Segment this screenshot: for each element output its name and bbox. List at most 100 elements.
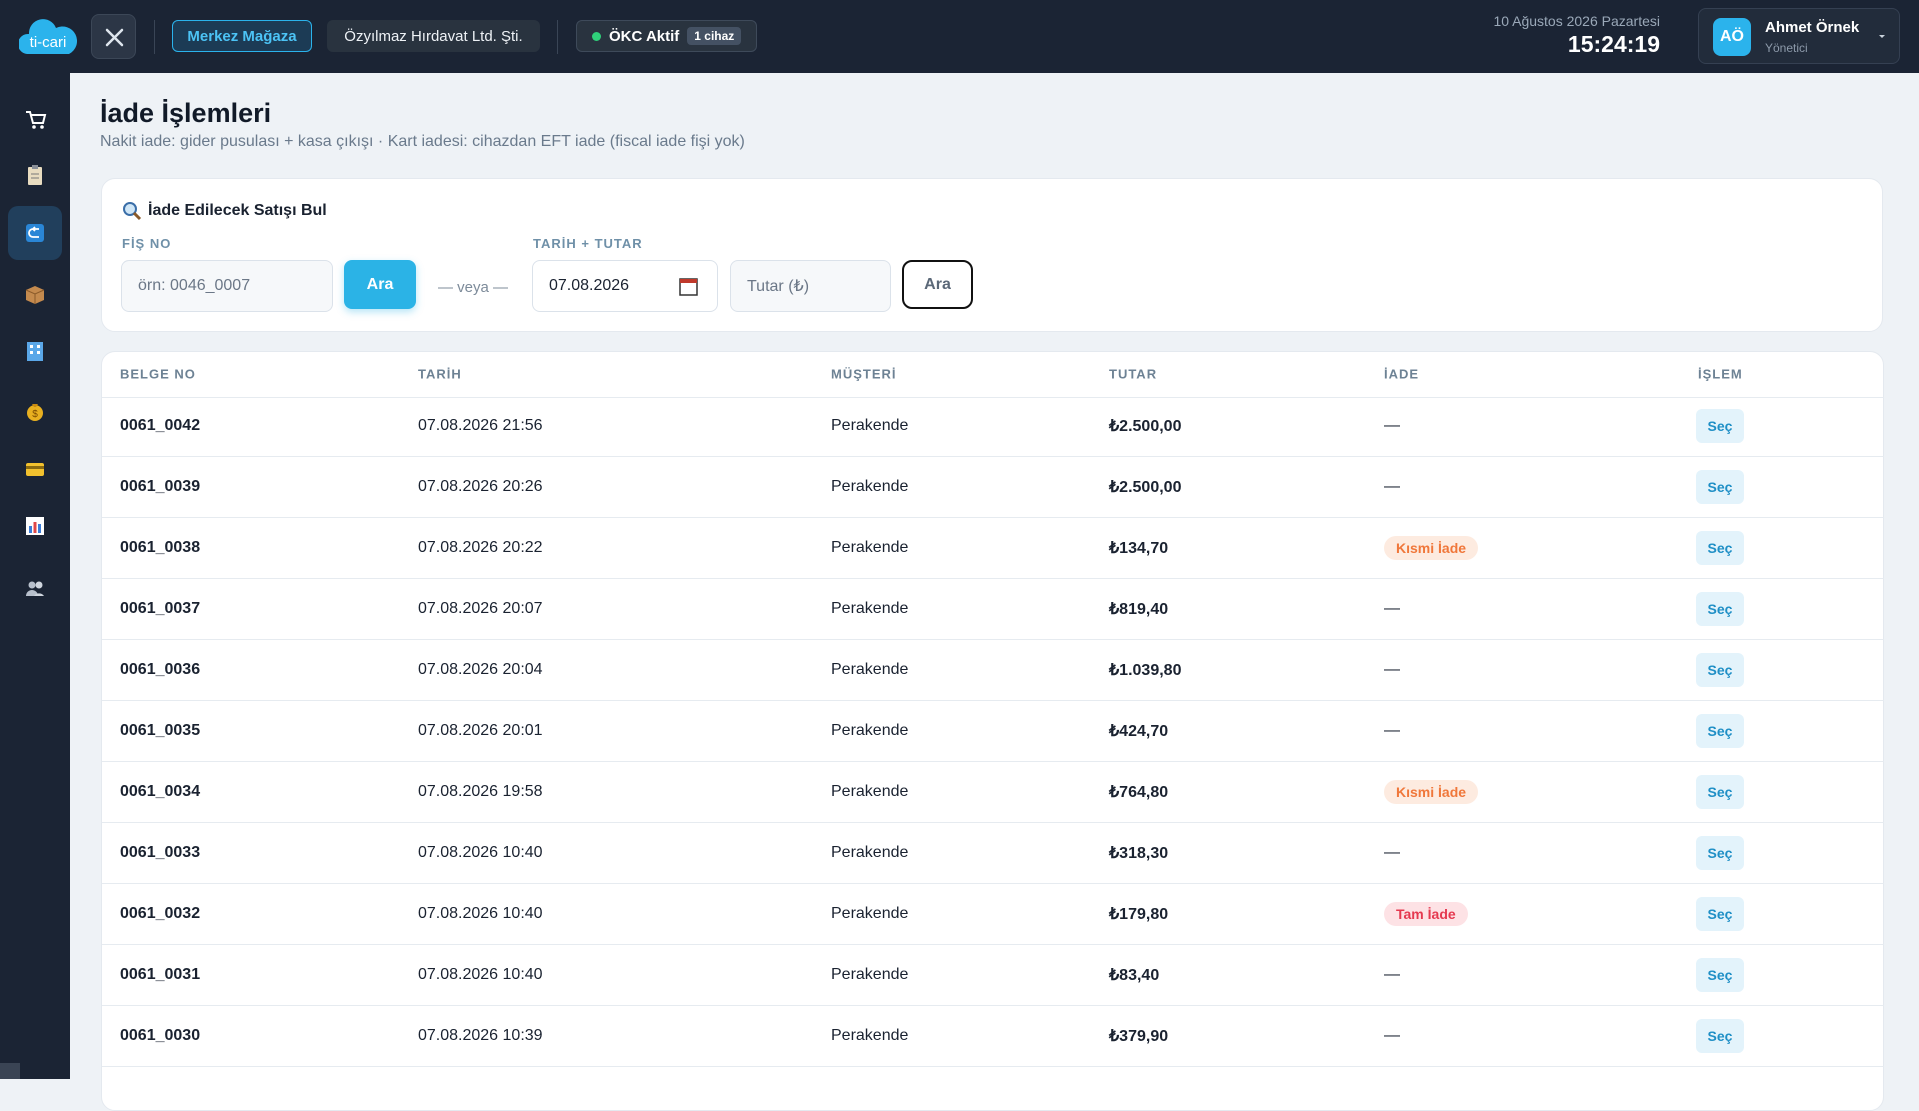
page-subtitle: Nakit iade: gider pusulası + kasa çıkışı… [100, 133, 745, 150]
sidebar-icon [27, 342, 43, 361]
cell-tarih: 07.08.2026 10:40 [418, 966, 543, 983]
time: 15:24:19 [1567, 31, 1660, 57]
row-divider [102, 1005, 1884, 1006]
store-pill[interactable]: Merkez Mağaza [172, 20, 312, 52]
refund-badge: Tam İade [1384, 902, 1468, 926]
sidebar-item[interactable] [8, 499, 62, 553]
logo[interactable]: ti-cari [17, 16, 78, 56]
select-button[interactable]: Seç [1696, 1019, 1744, 1053]
cell-belge: 0061_0039 [120, 478, 201, 495]
cell-tarih: 07.08.2026 20:26 [418, 478, 543, 495]
user-menu[interactable]: AÖ Ahmet Örnek Yönetici [1698, 8, 1900, 64]
select-button[interactable]: Seç [1696, 836, 1744, 870]
refund-status: — [1384, 661, 1400, 678]
sidebar-item[interactable]: $ [8, 384, 62, 438]
refund-status: — [1384, 722, 1400, 739]
sidebar: $ [0, 73, 70, 1079]
sidebar-item[interactable] [8, 324, 62, 378]
cell-belge: 0061_0031 [120, 966, 201, 983]
sidebar-handle [0, 1063, 20, 1079]
cell-tutar: ₺379,90 [1109, 1028, 1169, 1045]
cell-tarih: 07.08.2026 10:39 [418, 1027, 543, 1044]
sidebar-item[interactable] [8, 267, 62, 321]
user-role: Yönetici [1765, 41, 1808, 55]
cell-tarih: 07.08.2026 10:40 [418, 844, 543, 861]
row-divider [102, 883, 1884, 884]
date-value: 07.08.2026 [549, 277, 630, 294]
row-divider [102, 578, 1884, 579]
cell-musteri: Perakende [831, 600, 909, 617]
amount-input[interactable]: Tutar (₺) [730, 260, 891, 312]
row-divider [102, 822, 1884, 823]
select-button[interactable]: Seç [1696, 531, 1744, 565]
date-input[interactable]: 07.08.2026 [532, 260, 718, 312]
cell-tutar: ₺2.500,00 [1109, 479, 1182, 496]
cell-tarih: 07.08.2026 19:58 [418, 783, 543, 800]
dropdown-caret [1879, 35, 1885, 38]
okc-pill: ÖKC Aktif 1 cihaz [576, 20, 757, 52]
cell-belge: 0061_0042 [120, 417, 201, 434]
company-pill[interactable]: Özyılmaz Hırdavat Ltd. Şti. [327, 20, 540, 52]
cell-musteri: Perakende [831, 478, 909, 495]
cell-tarih: 07.08.2026 20:22 [418, 539, 543, 556]
refund-status: — [1384, 966, 1400, 983]
cell-tutar: ₺2.500,00 [1109, 418, 1182, 435]
row-divider [102, 761, 1884, 762]
select-button[interactable]: Seç [1696, 897, 1744, 931]
receipt-input[interactable]: örn: 0046_0007 [121, 260, 333, 312]
column-header: BELGE NO [120, 366, 196, 382]
search-icon [123, 202, 142, 221]
row-divider [102, 456, 1884, 457]
close-button[interactable] [91, 14, 136, 59]
sidebar-item-active[interactable] [8, 206, 62, 260]
calendar-icon [679, 278, 698, 296]
row-divider [102, 944, 1884, 945]
separator [154, 20, 155, 54]
close-icon [105, 28, 124, 47]
select-button[interactable]: Seç [1696, 409, 1744, 443]
date-search-button[interactable]: Ara [902, 260, 973, 309]
cell-musteri: Perakende [831, 539, 909, 556]
okc-badge: 1 cihaz [687, 27, 742, 45]
row-divider [102, 1066, 1884, 1067]
cell-musteri: Perakende [831, 905, 909, 922]
cell-tutar: ₺819,40 [1109, 601, 1169, 618]
search-title: İade Edilecek Satışı Bul [148, 202, 327, 219]
status-dot [592, 31, 601, 41]
cell-belge: 0061_0035 [120, 722, 201, 739]
sidebar-item[interactable] [8, 148, 62, 202]
top-bar: ti-cari Merkez Mağaza Özyılmaz Hırdavat … [0, 0, 1919, 73]
column-header: MÜŞTERİ [831, 366, 897, 382]
cell-belge: 0061_0033 [120, 844, 201, 861]
page-title: İade İşlemleri [100, 98, 272, 128]
refund-badge: Kısmi İade [1384, 536, 1479, 560]
select-button[interactable]: Seç [1696, 775, 1744, 809]
refund-status: — [1384, 1027, 1400, 1044]
select-button[interactable]: Seç [1696, 470, 1744, 504]
select-button[interactable]: Seç [1696, 592, 1744, 626]
cell-tutar: ₺1.039,80 [1109, 662, 1182, 679]
cell-tarih: 07.08.2026 10:40 [418, 905, 543, 922]
cell-tarih: 07.08.2026 20:04 [418, 661, 543, 678]
cell-tarih: 07.08.2026 20:01 [418, 722, 543, 739]
select-button[interactable]: Seç [1696, 958, 1744, 992]
results-table: BELGE NO TARİH MÜŞTERİ TUTAR İADE İŞLEM 0061_0… [101, 351, 1884, 1111]
select-button[interactable]: Seç [1696, 714, 1744, 748]
cell-musteri: Perakende [831, 722, 909, 739]
cell-tutar: ₺134,70 [1109, 540, 1169, 557]
refund-badge: Kısmi İade [1384, 780, 1479, 804]
sidebar-icon [26, 224, 44, 242]
cell-belge: 0061_0030 [120, 1027, 201, 1044]
sidebar-item[interactable] [8, 442, 62, 496]
sidebar-icon [25, 286, 45, 304]
cell-tarih: 07.08.2026 20:07 [418, 600, 543, 617]
cell-tutar: ₺83,40 [1109, 967, 1160, 984]
receipt-search-button[interactable]: Ara [344, 260, 416, 309]
date-label: TARİH + TUTAR [533, 236, 643, 251]
select-button[interactable]: Seç [1696, 653, 1744, 687]
cell-tarih: 07.08.2026 21:56 [418, 417, 543, 434]
cell-belge: 0061_0036 [120, 661, 201, 678]
refund-status: — [1384, 600, 1400, 617]
sidebar-item[interactable] [8, 92, 62, 146]
sidebar-item[interactable] [8, 561, 62, 615]
